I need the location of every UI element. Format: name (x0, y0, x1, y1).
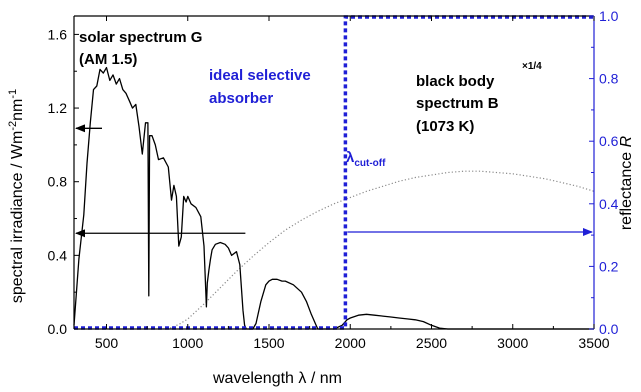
y2-tick-label: 1.0 (599, 8, 619, 24)
absorber-label-line2: absorber (209, 90, 273, 107)
x-tick-label: 3500 (578, 335, 609, 351)
series-absorber-line (74, 15, 594, 330)
x-tick-label: 1000 (172, 335, 203, 351)
x-tick-label: 1500 (253, 335, 284, 351)
y2-tick-label: 0.6 (599, 133, 619, 149)
x-tick-label: 500 (95, 335, 119, 351)
y-tick-label: 0.8 (48, 174, 68, 190)
solar-label-line2: (AM 1.5) (79, 51, 137, 68)
y2-tick-label: 0.0 (599, 321, 619, 337)
series-layer (73, 15, 595, 330)
solar-label-line1: solar spectrum G (79, 29, 202, 46)
y-tick-label: 1.6 (48, 26, 68, 42)
y2-tick-label: 0.8 (599, 71, 619, 87)
x-axis-title: wavelength λ / nm (212, 370, 342, 387)
blackbody-label-line1: black body (416, 73, 495, 90)
y-axis-title: spectral irradiance / Wm-2nm-1 (7, 89, 26, 303)
y2-tick-label: 0.2 (599, 258, 619, 274)
y2-axis-title: reflectance R (618, 135, 635, 230)
axes-layer: 500 1000 1500 2000 2500 3000 35000.00.40.81.21… (48, 8, 619, 351)
blackbody-label-line3: (1073 K) (416, 118, 474, 135)
absorber-label-line1: ideal selective (209, 67, 311, 84)
cutoff-label: λcut-off (346, 149, 386, 169)
x-tick-label: 2500 (416, 335, 447, 351)
x-tick-label: 2000 (335, 335, 366, 351)
blackbody-label-line2: spectrum B (416, 95, 499, 112)
x-tick-label: 3000 (497, 335, 528, 351)
y-tick-label: 1.2 (48, 100, 68, 116)
series-blackbody-line (163, 170, 595, 330)
blackbody-scale-label: ×1/4 (522, 61, 542, 72)
annotations-layer: solar spectrum G (AM 1.5) ideal selectiv… (7, 29, 635, 387)
series-solar-line (73, 66, 594, 330)
y-tick-label: 0.4 (48, 247, 68, 263)
y2-tick-label: 0.4 (599, 196, 619, 212)
y-tick-label: 0.0 (48, 321, 68, 337)
